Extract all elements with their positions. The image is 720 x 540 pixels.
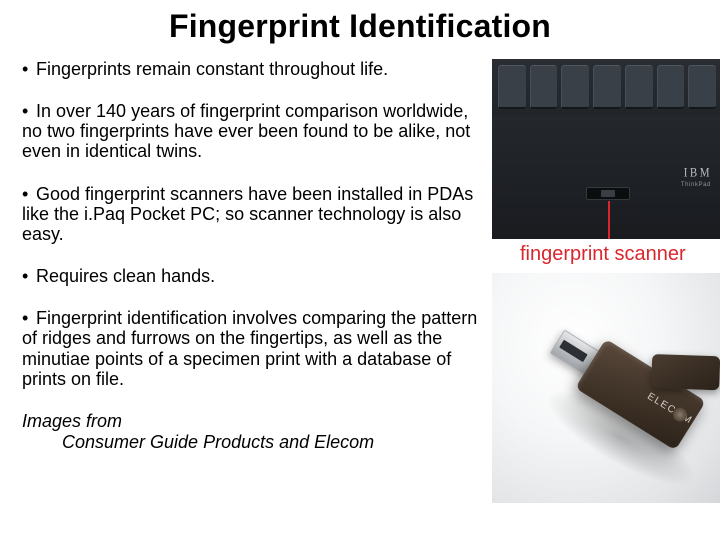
- elecom-brand-label: ELECOM: [645, 391, 694, 427]
- image-column: IBM ThinkPad fingerprint scanner ELECOM: [492, 59, 698, 452]
- key-icon: [688, 65, 716, 109]
- bullet-text: In over 140 years of fingerprint compari…: [22, 101, 470, 161]
- slide: Fingerprint Identification •Fingerprints…: [0, 0, 720, 540]
- bullet-item: •Fingerprints remain constant throughout…: [22, 59, 482, 79]
- keyboard-keys: [498, 65, 716, 109]
- bullet-item: •Requires clean hands.: [22, 266, 482, 286]
- bullet-text: Good fingerprint scanners have been inst…: [22, 184, 473, 244]
- key-icon: [657, 65, 685, 109]
- content-row: •Fingerprints remain constant throughout…: [22, 59, 698, 452]
- attribution-line2: Consumer Guide Products and Elecom: [22, 432, 374, 452]
- callout-line-icon: [608, 201, 610, 239]
- bullet-item: •Good fingerprint scanners have been ins…: [22, 184, 482, 244]
- bullet-item: •Fingerprint identification involves com…: [22, 308, 482, 389]
- key-icon: [498, 65, 526, 109]
- bullet-item: •In over 140 years of fingerprint compar…: [22, 101, 482, 161]
- laptop-scanner-image: IBM ThinkPad: [492, 59, 720, 239]
- bullet-text: Fingerprints remain constant throughout …: [36, 59, 388, 79]
- bullet-text: Fingerprint identification involves comp…: [22, 308, 477, 388]
- text-column: •Fingerprints remain constant throughout…: [22, 59, 492, 452]
- slide-title: Fingerprint Identification: [22, 8, 698, 45]
- key-icon: [593, 65, 621, 109]
- usb-drive-image: ELECOM: [492, 273, 720, 503]
- key-icon: [561, 65, 589, 109]
- thinkpad-label: ThinkPad: [681, 182, 711, 188]
- key-icon: [625, 65, 653, 109]
- image-attribution: Images from Consumer Guide Products and …: [22, 411, 482, 452]
- usb-swivel-icon: [651, 354, 720, 390]
- attribution-line1: Images from: [22, 411, 122, 431]
- bullet-text: Requires clean hands.: [36, 266, 215, 286]
- ibm-logo: IBM: [684, 166, 712, 179]
- key-icon: [530, 65, 558, 109]
- scanner-sensor-icon: [601, 190, 615, 197]
- fingerprint-scanner-icon: [586, 187, 630, 200]
- scanner-caption: fingerprint scanner: [520, 243, 686, 266]
